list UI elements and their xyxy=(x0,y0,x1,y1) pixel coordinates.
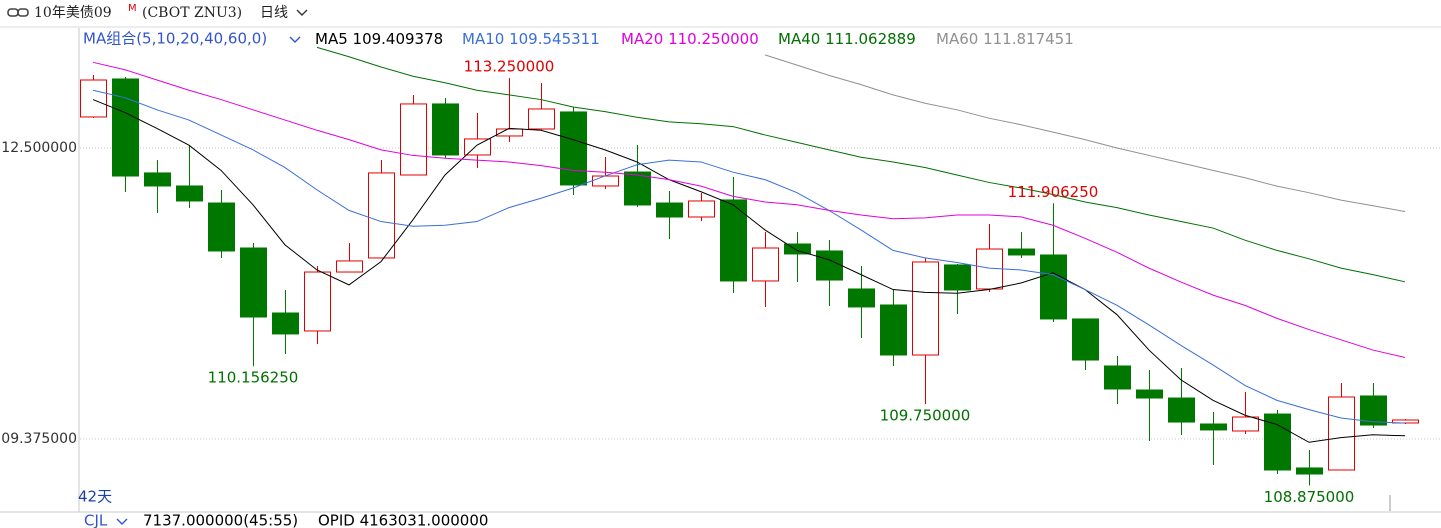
candle-body xyxy=(1040,254,1067,320)
candle-body xyxy=(80,79,107,118)
legend-value: 109.409378 xyxy=(353,30,444,48)
extreme-label: 113.250000 xyxy=(464,58,555,76)
candle-body xyxy=(496,128,523,137)
candle-body xyxy=(400,103,427,176)
candle-body xyxy=(112,78,139,177)
ma-line xyxy=(92,89,1406,424)
extreme-label: 108.875000 xyxy=(1264,488,1355,506)
legend-name: MA20 xyxy=(621,30,663,48)
instrument-code[interactable]: (CBOT ZNU3) xyxy=(142,5,242,21)
opid-readout: OPID 4163031.000000 xyxy=(318,512,488,528)
candle-body xyxy=(624,171,651,206)
candle-body xyxy=(1200,423,1227,431)
candle-body xyxy=(752,247,779,282)
candle-body xyxy=(784,243,811,255)
candle-body xyxy=(1264,413,1291,471)
candle-body xyxy=(1168,397,1195,423)
legend-value: 109.545311 xyxy=(509,30,600,48)
candle-body xyxy=(1392,419,1419,424)
legend-entry: MA10 109.545311 xyxy=(462,30,600,48)
ma-line xyxy=(92,61,1406,358)
extreme-label: 111.906250 xyxy=(1008,183,1099,201)
instrument-badge: M xyxy=(128,3,137,14)
instrument-title: 10年美债09 xyxy=(34,5,112,21)
ma-group-chevron[interactable] xyxy=(289,36,301,43)
candle-body xyxy=(240,247,267,318)
candle-body xyxy=(368,172,395,259)
legend-entry: MA60 111.817451 xyxy=(936,30,1074,48)
candle-body xyxy=(1328,396,1355,471)
candle-body xyxy=(880,304,907,356)
candle-body xyxy=(304,271,331,332)
candle-body xyxy=(1296,467,1323,475)
candle-body xyxy=(1008,248,1035,256)
legend-name: MA60 xyxy=(936,30,978,48)
legend-value: 111.062889 xyxy=(825,30,916,48)
legend-entry: MA20 110.250000 xyxy=(621,30,759,48)
candle-body xyxy=(656,202,683,218)
legend-entry: MA5 109.409378 xyxy=(315,30,443,48)
candle-body xyxy=(816,250,843,281)
legend-value: 110.250000 xyxy=(668,30,759,48)
candle-body xyxy=(528,108,555,130)
candle-body xyxy=(176,185,203,202)
candle-body xyxy=(560,111,587,186)
ma-line xyxy=(92,99,1406,443)
extreme-label: 110.156250 xyxy=(208,369,299,387)
period-chevron[interactable] xyxy=(296,9,308,16)
candle-body xyxy=(912,261,939,356)
ma-line xyxy=(316,46,1406,283)
candle-body xyxy=(944,264,971,291)
candle-body xyxy=(432,103,459,156)
candle-body xyxy=(592,175,619,187)
candle-body xyxy=(1360,395,1387,426)
candle-body xyxy=(1232,416,1259,432)
ma-line xyxy=(764,54,1406,213)
y-tick-label: 112.500000 xyxy=(0,140,77,156)
candle-body xyxy=(1072,318,1099,361)
y-tick-label: 109.375000 xyxy=(0,431,77,447)
legend-name: MA40 xyxy=(778,30,820,48)
candle-body xyxy=(848,288,875,308)
extreme-label: 109.750000 xyxy=(880,407,971,425)
candle-body xyxy=(1104,365,1131,390)
indicator-chevron[interactable] xyxy=(116,518,128,525)
candle-body xyxy=(720,199,747,282)
legend-entry: MA40 111.062889 xyxy=(778,30,916,48)
candle-body xyxy=(272,312,299,335)
candle-body xyxy=(1136,389,1163,399)
indicator-selector[interactable]: CJL xyxy=(84,512,108,528)
candle-body xyxy=(144,172,171,187)
candle-body xyxy=(336,260,363,273)
volume-readout: 7137.000000(45:55) xyxy=(143,512,298,528)
legend-name: MA10 xyxy=(462,30,504,48)
legend-name: MA5 xyxy=(315,30,348,48)
ma-group-selector[interactable]: MA组合(5,10,20,40,60,0) xyxy=(83,30,267,48)
candle-body xyxy=(688,200,715,218)
period-count: 42天 xyxy=(78,488,112,506)
link-icon xyxy=(7,8,29,17)
period-selector[interactable]: 日线 xyxy=(260,5,288,21)
candle-body xyxy=(208,202,235,252)
legend-value: 111.817451 xyxy=(983,30,1074,48)
